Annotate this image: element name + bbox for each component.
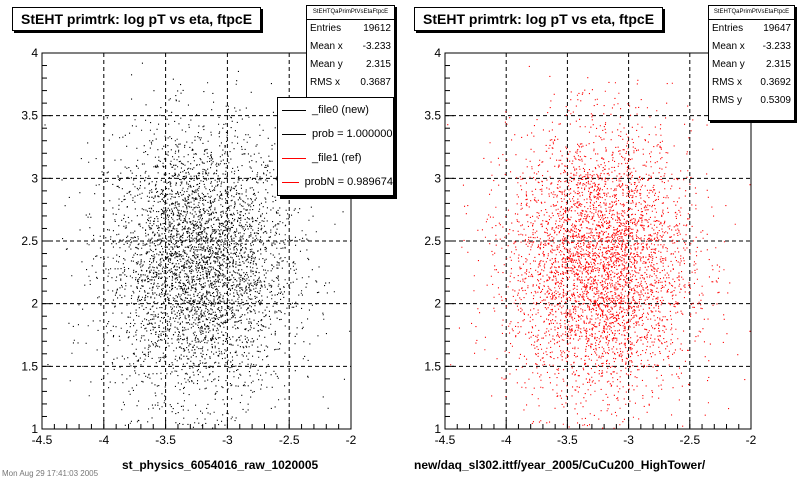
y-tick-label: 3.5	[424, 109, 441, 123]
y-tick-label: 1	[434, 422, 441, 436]
y-tick-label: 2	[31, 297, 38, 311]
x-tick-label: -2	[346, 433, 357, 447]
stats-row: RMS x 0.3692	[712, 77, 791, 88]
axes-right: -4.5 -4 -3.5 -3 -2.5 -2 1 1.5 2 2.5 3 3.5 4	[424, 46, 756, 447]
axes-left: -4.5 -4 -3.5 -3 -2.5 -2 1 1.5 2 2.5 3 3.5 4	[21, 46, 356, 447]
legend-box: _file0 (new) prob = 1.000000 _file1 (ref…	[277, 97, 394, 196]
stats-name-left: StEHTQaPrimPtVsEtaFtpcE	[307, 6, 394, 20]
y-tick-label: 4	[31, 46, 38, 60]
x-tick-label: -3.5	[557, 433, 578, 447]
legend-item-file0: _file0 (new)	[278, 98, 393, 122]
stats-row: Entries 19647	[712, 23, 791, 34]
x-tick-label: -2.5	[679, 433, 700, 447]
y-tick-label: 2	[434, 297, 441, 311]
panel-right: -4.5 -4 -3.5 -3 -2.5 -2 1 1.5 2 2.5 3 3.5 4	[424, 46, 756, 447]
y-tick-label: 4	[434, 46, 441, 60]
stats-row: Entries 19612	[310, 23, 391, 34]
x-tick-label: -4.5	[435, 433, 456, 447]
stats-row: Mean y 2.315	[310, 59, 391, 70]
y-tick-label: 1.5	[424, 359, 441, 373]
stats-box-left: StEHTQaPrimPtVsEtaFtpcE Entries 19612 Mea…	[306, 5, 395, 105]
stats-box-right: StEHTQaPrimPtVsEtaFtpcE Entries 19647 Mea…	[708, 5, 795, 121]
legend-line-icon	[282, 109, 306, 111]
x-axis-title-left: st_physics_6054016_raw_1020005	[122, 458, 319, 472]
chart-title-right: StEHT primtrk: log pT vs eta, ftpcE	[414, 7, 664, 31]
points-right	[447, 65, 751, 429]
legend-item-prob: prob = 1.000000	[278, 122, 393, 146]
y-tick-label: 1	[31, 422, 38, 436]
x-tick-label: -3	[623, 433, 634, 447]
y-tick-label: 3	[31, 171, 38, 185]
stats-row: RMS y 0.5309	[712, 95, 791, 106]
legend-item-file1: _file1 (ref)	[278, 146, 393, 170]
x-tick-label: -4	[98, 433, 109, 447]
y-tick-label: 1.5	[21, 359, 38, 373]
x-tick-label: -3.5	[155, 433, 176, 447]
legend-line-icon	[282, 181, 299, 183]
x-tick-label: -3	[222, 433, 233, 447]
x-axis-title-right: new/daq_sl302.ittf/year_2005/CuCu200_Hig…	[414, 458, 706, 472]
y-tick-label: 3	[434, 171, 441, 185]
legend-line-icon	[282, 157, 306, 159]
x-tick-label: -4	[501, 433, 512, 447]
stats-row: Mean x -3.233	[310, 41, 391, 52]
legend-line-icon	[282, 133, 306, 135]
stats-row: Mean y 2.315	[712, 59, 791, 70]
stats-row: Mean x -3.233	[712, 41, 791, 52]
footer-timestamp: Mon Aug 29 17:41:03 2005	[2, 469, 99, 478]
scatter-points	[447, 65, 751, 429]
stats-name-right: StEHTQaPrimPtVsEtaFtpcE	[709, 6, 794, 20]
x-tick-label: -4.5	[32, 433, 53, 447]
x-tick-label: -2	[746, 433, 757, 447]
x-tick-label: -2.5	[279, 433, 300, 447]
chart-title-left: StEHT primtrk: log pT vs eta, ftpcE	[12, 7, 262, 31]
y-tick-label: 3.5	[21, 109, 38, 123]
grid-right	[445, 53, 751, 429]
y-tick-label: 2.5	[424, 234, 441, 248]
stats-row: RMS x 0.3687	[310, 77, 391, 88]
y-tick-label: 2.5	[21, 234, 38, 248]
legend-item-probn: probN = 0.989674	[278, 170, 393, 194]
